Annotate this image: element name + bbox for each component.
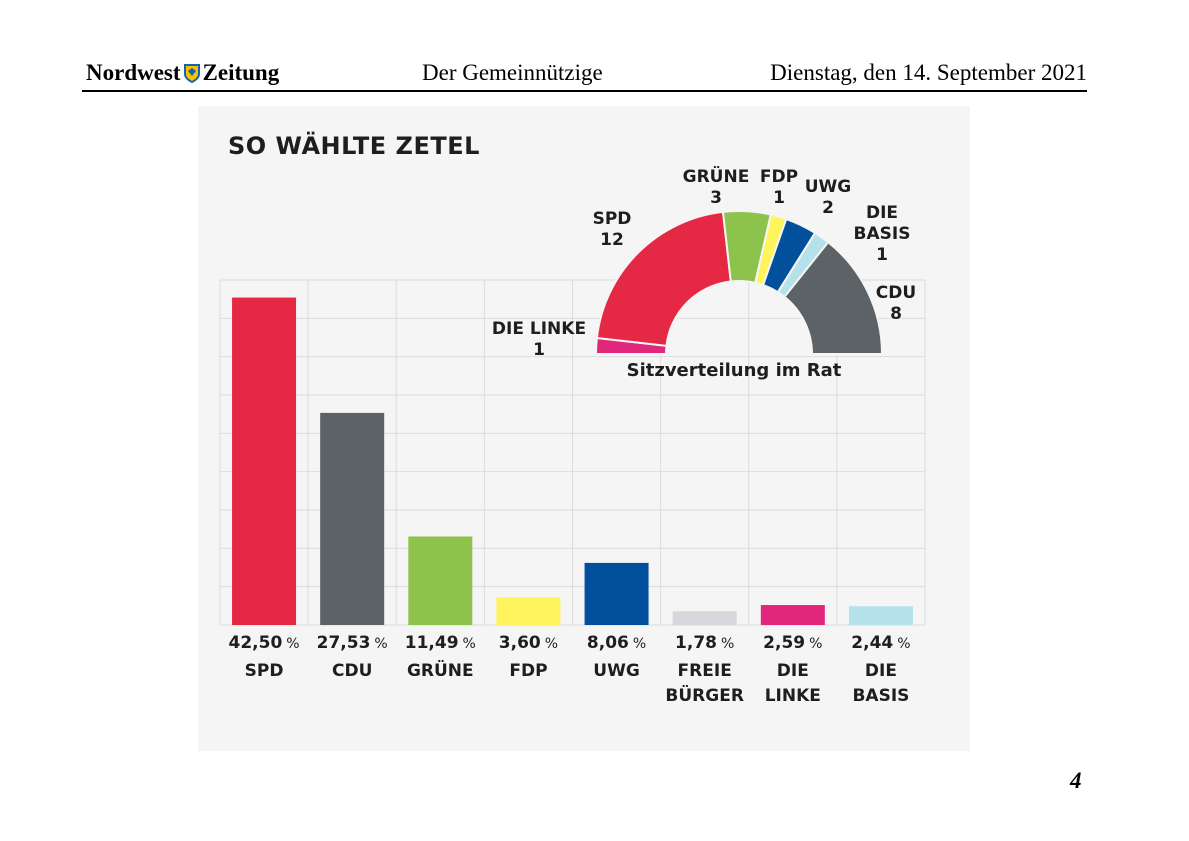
seat-segment-spd: [595, 210, 732, 347]
brand-name-left: Nordwest: [86, 60, 181, 85]
seat-label: 2: [822, 198, 834, 218]
seat-label: FDP: [760, 167, 798, 187]
bar-value-unit: %: [545, 636, 558, 652]
bar-value-unit: %: [286, 636, 299, 652]
bar-category-label: DIE: [777, 661, 809, 681]
section-title: Der Gemeinnützige: [422, 60, 603, 85]
bar-value-unit: %: [721, 636, 734, 652]
bar-category-label: FDP: [509, 661, 547, 681]
chart-title: SO WÄHLTE ZETEL: [228, 132, 480, 160]
bar-labels: 42,50 % SPD 27,53 % CDU 11,49 % GRÜNE 3,60 % FDP 8,0…: [229, 633, 911, 706]
seat-label: 1: [773, 188, 785, 208]
bar-value-label: 3,60%: [499, 633, 558, 653]
bar-value-label: 1,78%: [675, 633, 734, 653]
seat-label: GRÜNE: [683, 165, 750, 187]
seat-label: 1: [876, 245, 888, 265]
crest-icon: [183, 64, 200, 83]
bar-category-label: GRÜNE: [407, 659, 474, 681]
bar-category-label: SPD: [245, 661, 284, 681]
bar-category-label: CDU: [332, 661, 372, 681]
seat-label: 12: [600, 230, 624, 250]
bar-spd: [232, 297, 297, 625]
seat-donut: [594, 210, 884, 355]
bar-cdu: [320, 412, 385, 625]
seat-label: 1: [533, 340, 545, 360]
bar-value-label: 27,53%: [317, 633, 388, 653]
bar-fdp: [496, 597, 561, 625]
bar-category-label: UWG: [593, 661, 640, 681]
brand-name-right: Zeitung: [202, 60, 280, 85]
issue-date: Dienstag, den 14. September 2021: [770, 60, 1087, 85]
bar-die-basis: [848, 606, 913, 625]
bar-freie-bürger: [672, 611, 737, 625]
bar-category-label: DIE: [865, 661, 897, 681]
header-rule: [82, 90, 1087, 92]
bar-category-label: BASIS: [852, 686, 909, 706]
newspaper-brand: Nordwest Zeitung: [86, 58, 279, 88]
bar-value-unit: %: [633, 636, 646, 652]
bar-value-label: 8,06%: [587, 633, 646, 653]
bar-category-label: BÜRGER: [665, 684, 744, 706]
bar-uwg: [584, 562, 649, 625]
seat-label: DIE LINKE: [492, 319, 586, 339]
bar-value-label: 42,50%: [229, 633, 300, 653]
seat-label: DIE: [866, 203, 898, 223]
bar-grüne: [408, 536, 473, 625]
bar-category-label: LINKE: [765, 686, 821, 706]
seat-label: SPD: [593, 209, 632, 229]
bar-value-unit: %: [463, 636, 476, 652]
bar-series: [232, 297, 913, 625]
bar-value-label: 11,49%: [405, 633, 476, 653]
chart-panel: SO WÄHLTE ZETEL 42,50% SPD 27,53% CDU 11,49%…: [198, 106, 970, 751]
bar-value-unit: %: [809, 636, 822, 652]
seat-chart-subtitle: Sitzverteilung im Rat: [627, 360, 842, 381]
seat-label: 8: [890, 304, 902, 324]
bar-die-linke: [760, 605, 825, 625]
bar-value-unit: %: [897, 636, 910, 652]
page-number: 4: [1070, 768, 1082, 793]
chart-canvas: 42,50 % SPD 27,53 % CDU 11,49 % GRÜNE 3,60 % FDP 8,0…: [219, 165, 926, 706]
seat-label: 3: [710, 188, 722, 208]
seat-label: BASIS: [854, 224, 911, 244]
bar-value-label: 2,59%: [763, 633, 822, 653]
bar-value-label: 2,44%: [851, 633, 910, 653]
bar-category-label: FREIE: [678, 661, 732, 681]
seat-label: CDU: [876, 283, 916, 303]
bar-value-unit: %: [374, 636, 387, 652]
seat-label: UWG: [805, 177, 852, 197]
newspaper-header: Nordwest Zeitung Der Gemeinnützige Dienst…: [84, 58, 1087, 92]
seat-segment-cdu: [783, 240, 884, 355]
